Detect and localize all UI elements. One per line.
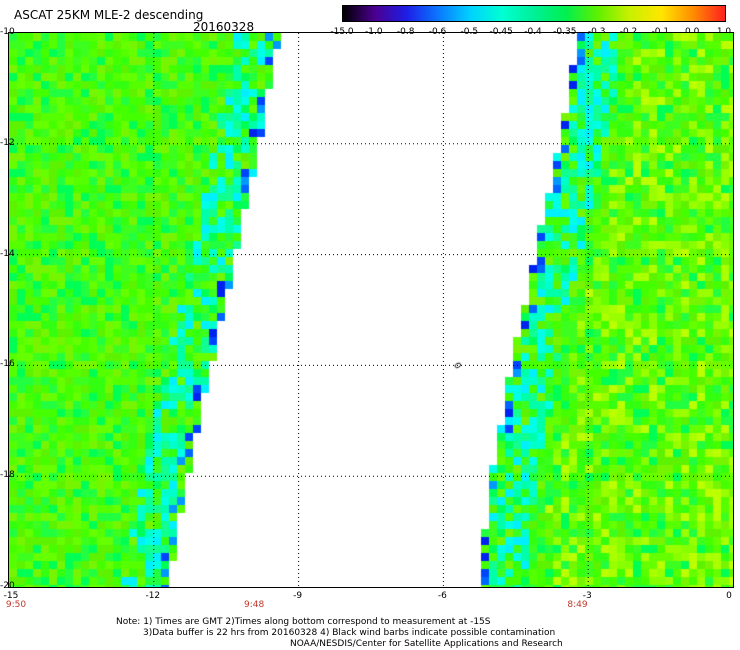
chart-title: ASCAT 25KM MLE-2 descending — [14, 8, 204, 22]
pass-time-label: 9:50 — [5, 600, 27, 610]
longitude-label: -3 — [582, 591, 592, 601]
map-area — [8, 32, 734, 588]
latitude-label: -10 — [0, 27, 15, 37]
latitude-label: -14 — [0, 248, 15, 259]
note-line-3: NOAA/NESDIS/Center for Satellite Applica… — [290, 639, 563, 649]
longitude-label: -9 — [293, 591, 303, 601]
colorbar — [342, 5, 726, 22]
latitude-label: -16 — [0, 359, 15, 370]
note-line-2: 3)Data buffer is 22 hrs from 20160328 4)… — [143, 628, 556, 638]
latitude-label: -18 — [0, 470, 15, 481]
longitude-label: -12 — [145, 591, 161, 601]
pass-time-label: 8:49 — [567, 600, 588, 610]
grid-overlay — [9, 33, 733, 587]
latitude-label: -20 — [0, 581, 15, 591]
longitude-label: 0 — [726, 591, 732, 601]
latitude-label: -12 — [0, 137, 15, 148]
note-line-1: Note: 1) Times are GMT 2)Times along bot… — [116, 617, 491, 627]
pass-time-label: 9:48 — [244, 600, 265, 610]
longitude-label: -6 — [437, 591, 447, 601]
wind-field-canvas — [9, 33, 733, 587]
chart-date: 20160328 — [193, 20, 255, 34]
longitude-label: -15 — [3, 591, 19, 601]
